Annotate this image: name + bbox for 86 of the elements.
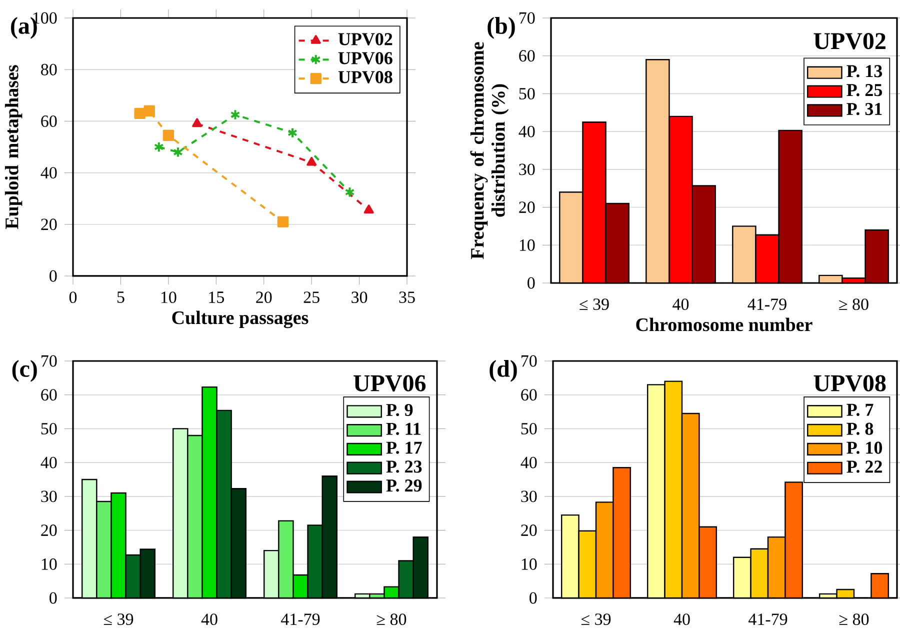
legend-label: UPV08: [338, 71, 392, 84]
y-tick-label: 50: [41, 422, 57, 434]
y-tick-label: 70: [522, 355, 537, 367]
legend-label: P. 9: [386, 404, 413, 416]
y-tick-label: 10: [520, 239, 535, 251]
x-tick-label: 5: [117, 292, 124, 303]
x-tick-label: ≤ 39: [104, 614, 134, 625]
y-tick-label: 20: [41, 524, 57, 536]
y-axis-title: Euploid metaphases: [4, 65, 22, 230]
legend-label: P. 11: [386, 422, 420, 435]
x-tick-label: 41-79: [748, 614, 788, 625]
point: [277, 216, 289, 228]
y-tick-label: 40: [40, 456, 57, 468]
legend-label: P. 25: [846, 84, 882, 96]
point: [192, 118, 202, 128]
x-tick-label: ≤ 39: [580, 298, 609, 310]
y-tick-label: 10: [522, 558, 537, 570]
legend-label: P. 7: [846, 404, 874, 416]
y-tick-label: 0: [50, 270, 57, 282]
y-tick-label: 60: [41, 389, 57, 401]
legend-label: P. 10: [846, 442, 882, 454]
legend-label: P. 17: [386, 442, 422, 454]
x-tick-label: 20: [256, 292, 272, 304]
y-tick-label: 80: [41, 64, 57, 76]
y-tick-label: 50: [521, 422, 537, 434]
text: (d): [490, 360, 517, 382]
x-tick-label: 15: [209, 292, 224, 303]
y-tick-label: 0: [50, 592, 57, 604]
x-tick-label: 10: [161, 292, 176, 304]
y-tick-label: 50: [519, 88, 535, 100]
legend-label: P. 13: [846, 65, 882, 78]
x-axis-title: Chromosome number: [636, 318, 812, 332]
x-tick-label: ≥ 80: [839, 298, 868, 310]
x-tick-label: 40: [672, 298, 689, 310]
y-tick-label: 40: [518, 126, 535, 138]
point: [134, 108, 146, 120]
legend-label: P. 29: [386, 480, 422, 492]
x-tick-label: 0: [69, 292, 77, 304]
legend-label: P. 31: [846, 102, 882, 116]
y-tick-label: 30: [519, 164, 535, 176]
x-tick-label: 25: [304, 292, 320, 303]
x-tick-label: 40: [674, 614, 690, 626]
chart-title: UPV06: [354, 375, 426, 392]
point: [344, 186, 355, 198]
text: (c): [12, 360, 37, 382]
point: [172, 146, 183, 158]
y-tick-label: 40: [520, 456, 537, 468]
legend-label: P. 8: [846, 422, 874, 435]
x-tick-label: 41-79: [748, 298, 786, 310]
x-tick-label: 41-79: [281, 614, 320, 625]
chart-title: UPV02: [814, 33, 886, 50]
y-tick-label: 70: [520, 12, 535, 24]
y-tick-label: 10: [42, 558, 57, 570]
y-axis-title: Frequency of chromosome distribution (%): [470, 42, 509, 260]
legend-label: P. 22: [846, 460, 882, 473]
x-tick-label: 40: [201, 614, 218, 626]
legend-label: UPV02: [338, 33, 392, 46]
y-tick-label: 20: [41, 218, 57, 230]
point: [364, 204, 374, 214]
chart-title: UPV08: [814, 375, 886, 392]
x-tick-label: ≤ 39: [581, 614, 611, 625]
x-tick-label: ≥ 80: [376, 614, 406, 626]
x-tick-label: 30: [352, 292, 368, 304]
y-tick-label: 40: [40, 167, 57, 179]
text: (b): [488, 17, 515, 39]
point: [154, 141, 164, 153]
point: [306, 156, 317, 166]
legend-label: P. 23: [386, 460, 422, 473]
y-tick-label: 0: [530, 592, 537, 604]
y-tick-label: 30: [41, 490, 57, 502]
y-tick-label: 70: [42, 355, 57, 367]
x-tick-label: 35: [399, 292, 415, 303]
y-tick-label: 60: [41, 115, 57, 127]
x-axis-title: Culture passages: [172, 310, 308, 328]
x-tick-label: ≥ 80: [839, 614, 869, 626]
y-tick-label: 60: [521, 389, 537, 401]
point: [288, 127, 298, 138]
legend-label: UPV06: [338, 52, 392, 64]
y-tick-label: 60: [519, 50, 535, 62]
point: [144, 105, 155, 116]
y-tick-label: 20: [521, 524, 537, 536]
point: [230, 109, 240, 120]
point: [162, 130, 174, 141]
y-tick-label: 30: [521, 490, 537, 502]
y-tick-label: 0: [528, 277, 535, 289]
y-tick-label: 20: [519, 202, 535, 213]
